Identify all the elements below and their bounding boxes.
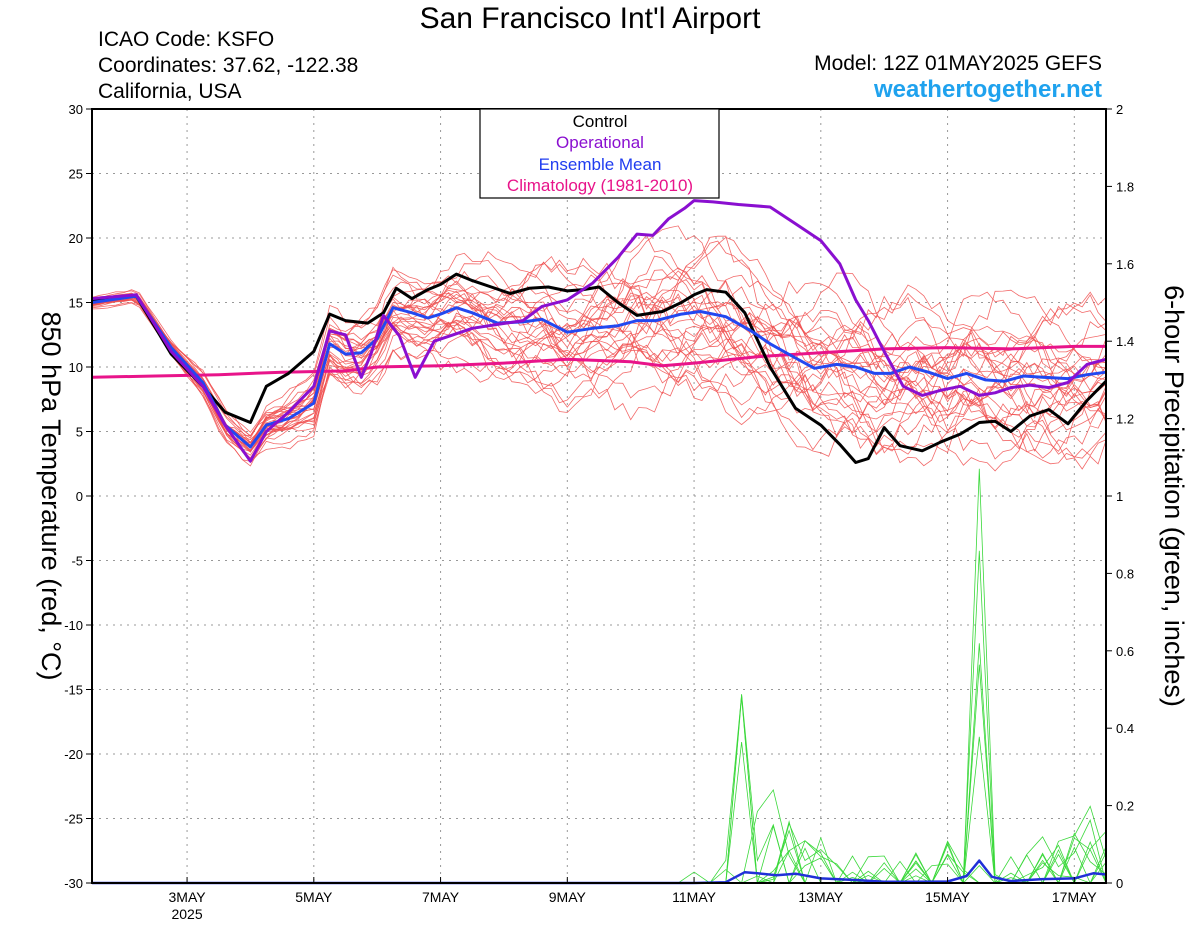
x-tick-label: 13MAY xyxy=(798,889,844,905)
precip-member-line xyxy=(92,694,1106,884)
x-tick-label: 15MAY xyxy=(925,889,971,905)
precip-member-line xyxy=(92,468,1107,884)
x-tick-label: 5MAY xyxy=(295,889,333,905)
y2-tick-label: 0.8 xyxy=(1116,566,1134,581)
precip-member-line xyxy=(92,643,1107,884)
y-tick-label: -20 xyxy=(64,747,83,762)
precip-member-line xyxy=(92,550,1107,885)
legend-control: Control xyxy=(573,112,628,131)
y-tick-label: 5 xyxy=(76,425,83,440)
y-tick-label: 20 xyxy=(69,231,83,246)
climatology-line xyxy=(91,344,1106,379)
y2-tick-label: 1 xyxy=(1116,489,1123,504)
legend-mean: Ensemble Mean xyxy=(539,155,662,174)
legend-climatology: Climatology (1981-2010) xyxy=(507,176,693,195)
y2-tick-label: 1.6 xyxy=(1116,257,1134,272)
y-tick-label: -25 xyxy=(64,812,83,827)
ensemble-member-line xyxy=(91,287,1107,446)
ensemble-member-line xyxy=(91,234,1107,437)
precip-member-line xyxy=(92,829,1107,884)
ensemble-mean-line xyxy=(91,294,1107,449)
x-tick-label: 9MAY xyxy=(549,889,587,905)
ensemble-member-line xyxy=(91,292,1107,444)
y-tick-label: 30 xyxy=(69,102,83,117)
y2-tick-label: 1.4 xyxy=(1116,334,1134,349)
legend-box xyxy=(479,108,720,199)
precip-member-line xyxy=(92,840,1107,885)
ensemble-member-line xyxy=(91,302,1107,472)
y2-tick-label: 0 xyxy=(1116,876,1123,891)
ensemble-member-line xyxy=(91,270,1107,437)
y-tick-label: -10 xyxy=(64,618,83,633)
site-link[interactable]: weathertogether.net xyxy=(873,76,1102,103)
y2-tick-label: 0.6 xyxy=(1116,644,1134,659)
y2-tick-label: 1.8 xyxy=(1116,179,1134,194)
precip-member-line xyxy=(92,696,1106,884)
precip-mean-line xyxy=(92,859,1107,885)
y-tick-label: 15 xyxy=(69,296,83,311)
ensemble-member-line xyxy=(91,236,1107,433)
ensemble-member-line xyxy=(91,289,1107,451)
x-tick-year: 2025 xyxy=(171,906,202,922)
x-tick-label: 7MAY xyxy=(422,889,460,905)
y-axis-label: 850 hPa Temperature (red, °C) xyxy=(36,312,66,681)
y2-tick-label: 2 xyxy=(1116,102,1123,117)
legend-operational: Operational xyxy=(556,133,644,152)
y-tick-label: 10 xyxy=(69,360,83,375)
precip-member-line xyxy=(92,664,1106,885)
ensemble-member-line xyxy=(91,255,1107,449)
ensemble-member-line xyxy=(91,297,1107,451)
control-line xyxy=(91,272,1108,464)
y2-tick-label: 1.2 xyxy=(1116,412,1134,427)
ensemble-member-line xyxy=(91,291,1107,447)
icao-code: ICAO Code: KSFO xyxy=(98,28,275,51)
model-run: Model: 12Z 01MAY2025 GEFS xyxy=(814,52,1102,75)
x-tick-label: 17MAY xyxy=(1052,889,1098,905)
y-tick-label: -15 xyxy=(64,683,83,698)
y-tick-label: 0 xyxy=(76,489,83,504)
y-tick-label: 25 xyxy=(69,167,83,182)
region: California, USA xyxy=(98,80,242,103)
y-tick-label: -30 xyxy=(64,876,83,891)
y2-tick-label: 0.4 xyxy=(1116,721,1134,736)
ensemble-member-line xyxy=(91,295,1107,470)
x-tick-label: 3MAY xyxy=(169,889,207,905)
chart-title: San Francisco Int'l Airport xyxy=(419,2,761,35)
legend: Control Operational Ensemble Mean Climat… xyxy=(479,108,720,199)
coordinates: Coordinates: 37.62, -122.38 xyxy=(98,54,359,77)
y2-tick-label: 0.2 xyxy=(1116,799,1134,814)
y2-axis-label: 6-hour Precipitation (green, inches) xyxy=(1159,285,1189,707)
x-tick-label: 11MAY xyxy=(672,889,716,905)
y-tick-label: -5 xyxy=(71,554,83,569)
operational-line xyxy=(91,199,1107,463)
